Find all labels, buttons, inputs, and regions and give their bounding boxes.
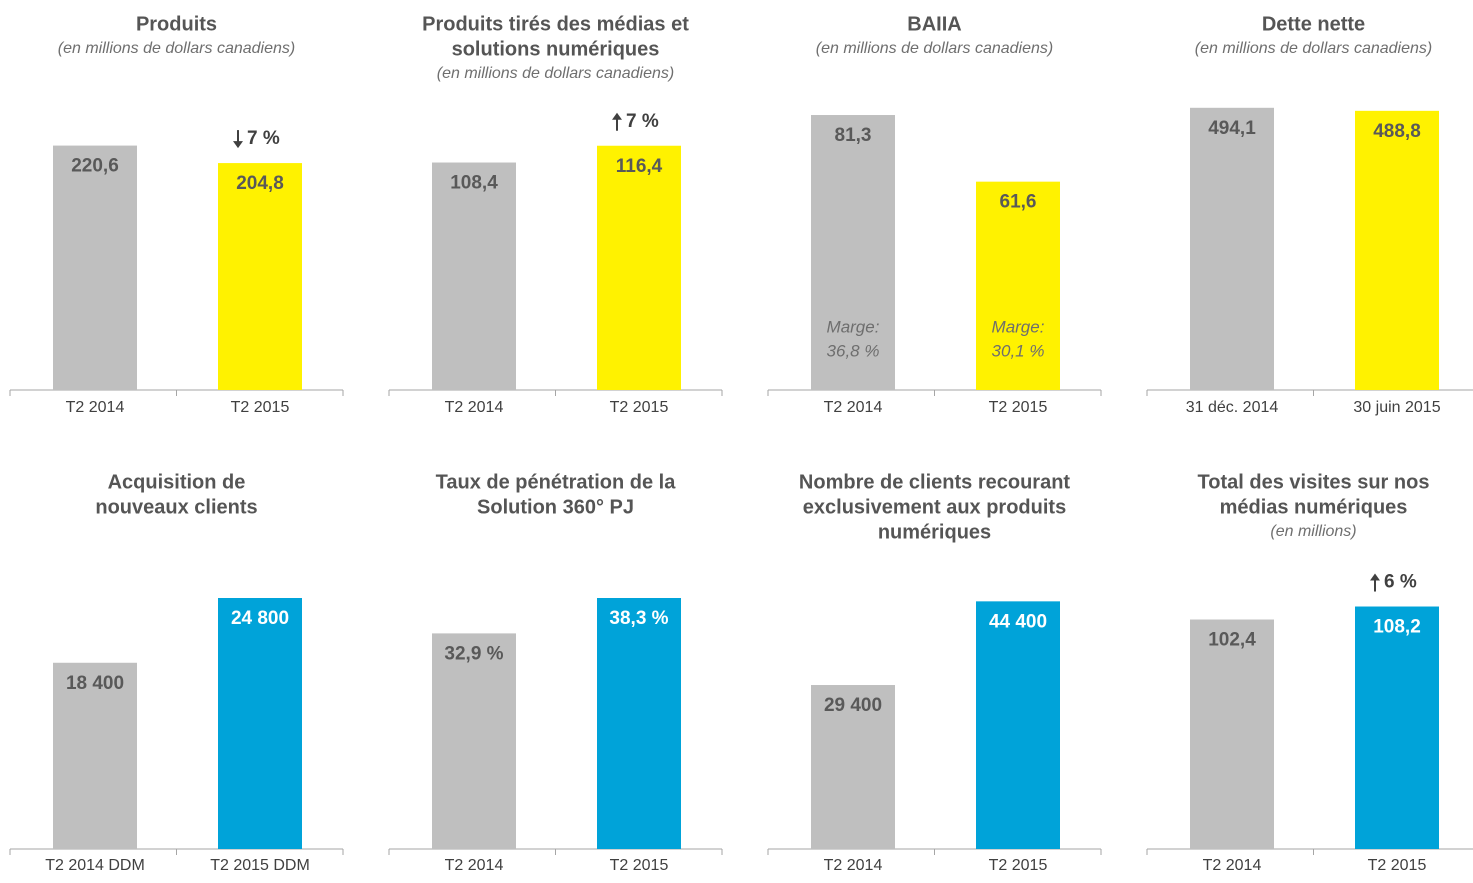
chart-title-line: Dette nette [1262, 13, 1365, 35]
data-label: 220,6 [71, 156, 119, 177]
kpi-chart-1: Produits (en millions de dollars canadien… [9, 13, 344, 416]
kpi-chart-8: Total des visites sur nos médias numériqu… [1146, 471, 1473, 874]
data-label: 32,9 % [444, 643, 503, 664]
change-label: 7 % [247, 128, 280, 149]
data-label: 44 400 [989, 611, 1047, 632]
margin-note: 36,8 % [827, 341, 880, 360]
change-label: 7 % [626, 111, 659, 132]
data-label: 108,4 [450, 173, 498, 194]
bar-previous [1190, 107, 1274, 391]
chart-title-line: exclusivement aux produits [803, 496, 1066, 518]
category-label: T2 2014 [824, 399, 883, 416]
bar-previous [432, 162, 516, 390]
category-label: 30 juin 2015 [1353, 399, 1440, 416]
data-label: 24 800 [231, 608, 289, 629]
category-label: T2 2015 DDM [210, 857, 310, 874]
bar-previous [432, 633, 516, 849]
chart-title-line: Taux de pénétration de la [436, 471, 677, 493]
bar-current [1355, 606, 1439, 849]
data-label: 488,8 [1373, 121, 1421, 142]
category-label: 31 déc. 2014 [1186, 399, 1279, 416]
chart-subtitle: (en millions) [1270, 523, 1356, 540]
category-label: T2 2014 DDM [45, 857, 145, 874]
chart-subtitle: (en millions de dollars canadiens) [816, 40, 1053, 57]
data-label: 116,4 [616, 156, 663, 177]
chart-title-line: numériques [878, 521, 991, 543]
bar-previous [811, 115, 895, 391]
category-label: T2 2014 [445, 399, 504, 416]
kpi-chart-2: Produits tirés des médias et solutions nu… [388, 13, 723, 416]
data-label: 38,3 % [609, 608, 668, 629]
chart-title-line: Total des visites sur nos [1198, 471, 1430, 493]
category-label: T2 2014 [1203, 857, 1262, 874]
bar-current [597, 598, 681, 849]
chart-title-line: Produits tirés des médias et [422, 13, 689, 35]
arrow-down-icon [233, 130, 243, 149]
chart-title-line: Nombre de clients recourant [799, 471, 1071, 493]
category-label: T2 2015 [610, 857, 669, 874]
chart-subtitle: (en millions de dollars canadiens) [1195, 40, 1432, 57]
category-label: T2 2015 [989, 857, 1048, 874]
bar-current [976, 601, 1060, 849]
data-label: 81,3 [835, 125, 872, 146]
kpi-chart-5: Acquisition de nouveaux clients 18 400 T2 2… [9, 471, 344, 874]
data-label: 61,6 [1000, 192, 1037, 213]
chart-subtitle: (en millions de dollars canadiens) [58, 40, 295, 57]
chart-title-line: médias numériques [1220, 496, 1408, 518]
category-label: T2 2014 [824, 857, 883, 874]
bar-current [218, 163, 302, 390]
margin-note: 30,1 % [992, 341, 1045, 360]
data-label: 108,2 [1373, 617, 1421, 638]
margin-note: Marge: [827, 317, 880, 336]
kpi-chart-4: Dette nette (en millions de dollars canad… [1146, 13, 1473, 416]
chart-subtitle: (en millions de dollars canadiens) [437, 65, 674, 82]
data-label: 102,4 [1208, 630, 1256, 651]
data-label: 29 400 [824, 695, 882, 716]
chart-title-line: nouveaux clients [95, 496, 257, 518]
chart-title-line: BAIIA [907, 13, 961, 35]
margin-note: Marge: [992, 317, 1045, 336]
bar-current [976, 181, 1060, 390]
arrow-up-icon [612, 112, 622, 131]
data-label: 494,1 [1208, 118, 1256, 139]
arrow-up-icon [1370, 573, 1380, 592]
bar-previous [811, 685, 895, 849]
bar-current [1355, 110, 1439, 391]
chart-title-line: Solution 360° PJ [477, 496, 634, 518]
bar-previous [53, 145, 137, 390]
bar-current [597, 145, 681, 390]
kpi-chart-3: BAIIA (en millions de dollars canadiens) 8… [767, 13, 1102, 416]
category-label: T2 2015 [1368, 857, 1427, 874]
chart-title-line: Acquisition de [108, 471, 246, 493]
change-label: 6 % [1384, 572, 1417, 593]
category-label: T2 2014 [66, 399, 125, 416]
kpi-chart-7: Nombre de clients recourant exclusivement… [767, 471, 1102, 874]
category-label: T2 2015 [610, 399, 669, 416]
bar-previous [53, 662, 137, 849]
kpi-chart-6: Taux de pénétration de la Solution 360° P… [388, 471, 723, 874]
category-label: T2 2015 [989, 399, 1048, 416]
data-label: 18 400 [66, 673, 124, 694]
chart-title-line: solutions numériques [452, 38, 660, 60]
bar-previous [1190, 619, 1274, 849]
data-label: 204,8 [236, 173, 284, 194]
category-label: T2 2014 [445, 857, 504, 874]
chart-title-line: Produits [136, 13, 217, 35]
bar-current [218, 598, 302, 849]
category-label: T2 2015 [231, 399, 290, 416]
